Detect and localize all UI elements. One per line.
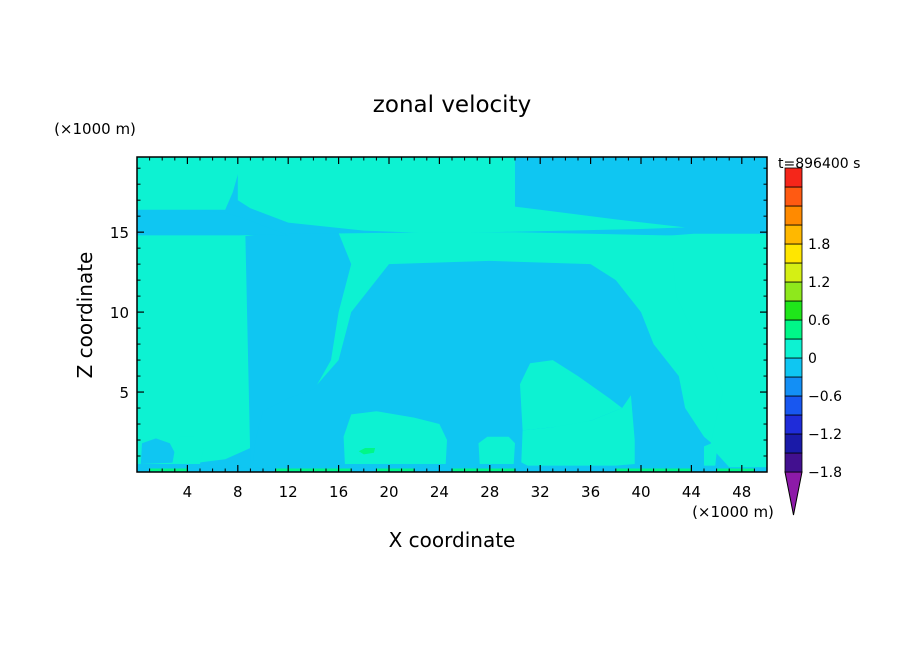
x-tick-label: 4 [183, 483, 193, 501]
contour-region-15 [149, 468, 188, 472]
contour-region-5 [137, 157, 243, 210]
x-tick-label: 16 [329, 483, 348, 501]
colorbar-swatch [784, 452, 803, 473]
colorbar-tick-label: −1.8 [808, 465, 842, 481]
colorbar-swatch [784, 167, 803, 188]
x-tick-label: 44 [682, 483, 701, 501]
colorbar-min-arrow [784, 471, 803, 516]
colorbar-tick-label: 0 [808, 351, 817, 367]
x-tick-label: 48 [732, 483, 751, 501]
x-tick-label: 40 [631, 483, 650, 501]
colorbar-swatch [784, 224, 803, 245]
y-axis-ticks: 5 10 15 [110, 167, 767, 457]
contour-region-12 [704, 443, 717, 466]
x-tick-label: 24 [430, 483, 449, 501]
contour-region-6 [521, 395, 635, 466]
y-tick-label: 10 [110, 304, 129, 322]
contour-region-1 [245, 233, 352, 464]
colorbar-swatch [784, 262, 803, 283]
colorbar-swatch [784, 414, 803, 435]
colorbar-swatch [784, 300, 803, 321]
colorbar-swatch [784, 395, 803, 416]
colorbar-swatch [784, 186, 803, 207]
contour-region-2 [672, 233, 767, 468]
contour-region-13 [358, 448, 376, 455]
contour-region-10 [140, 438, 180, 464]
x-tick-label: 32 [531, 483, 550, 501]
colorbar-tick-label: 0.6 [808, 313, 830, 329]
colorbar-tick-label: −1.2 [808, 427, 842, 443]
x-tick-label: 20 [379, 483, 398, 501]
colorbar-tick-label: 1.8 [808, 237, 830, 253]
contour-region-3 [237, 157, 686, 233]
x-axis-ticks: 4 8 12 16 20 24 28 32 36 40 44 48 [149, 157, 768, 501]
contour-region-20 [716, 468, 755, 472]
colorbar-swatch [784, 243, 803, 264]
y-unit-label: (×1000 m) [54, 120, 136, 138]
colorbar-tick-label: 1.2 [808, 275, 830, 291]
contour-region-18 [452, 468, 515, 472]
colorbar-swatch [784, 357, 803, 378]
colorbar-swatch [784, 338, 803, 359]
colorbar: 1.8 1.2 0.6 0 −0.6 −1.2 −1.8 [784, 167, 842, 516]
contour-region-11 [172, 436, 204, 464]
colorbar-swatch [784, 281, 803, 302]
x-tick-label: 28 [480, 483, 499, 501]
colorbar-swatch [784, 433, 803, 454]
contour-region-7 [520, 360, 623, 431]
y-tick-label: 15 [110, 224, 129, 242]
x-axis-label: X coordinate [389, 528, 516, 552]
contour-region-4 [137, 209, 289, 236]
y-axis-label: Z coordinate [73, 252, 97, 379]
colorbar-swatch [784, 376, 803, 397]
colorbar-swatch [784, 205, 803, 226]
contour-region-17 [376, 468, 415, 472]
x-tick-label: 36 [581, 483, 600, 501]
y-tick-label: 5 [119, 384, 129, 402]
x-unit-label: (×1000 m) [692, 503, 774, 521]
colorbar-swatch [784, 319, 803, 340]
colorbar-tick-label: −0.6 [808, 389, 842, 405]
x-tick-label: 8 [233, 483, 243, 501]
contour-region-9 [478, 436, 515, 464]
chart-title: zonal velocity [373, 92, 531, 118]
x-tick-label: 12 [279, 483, 298, 501]
plot-area [136, 156, 768, 473]
